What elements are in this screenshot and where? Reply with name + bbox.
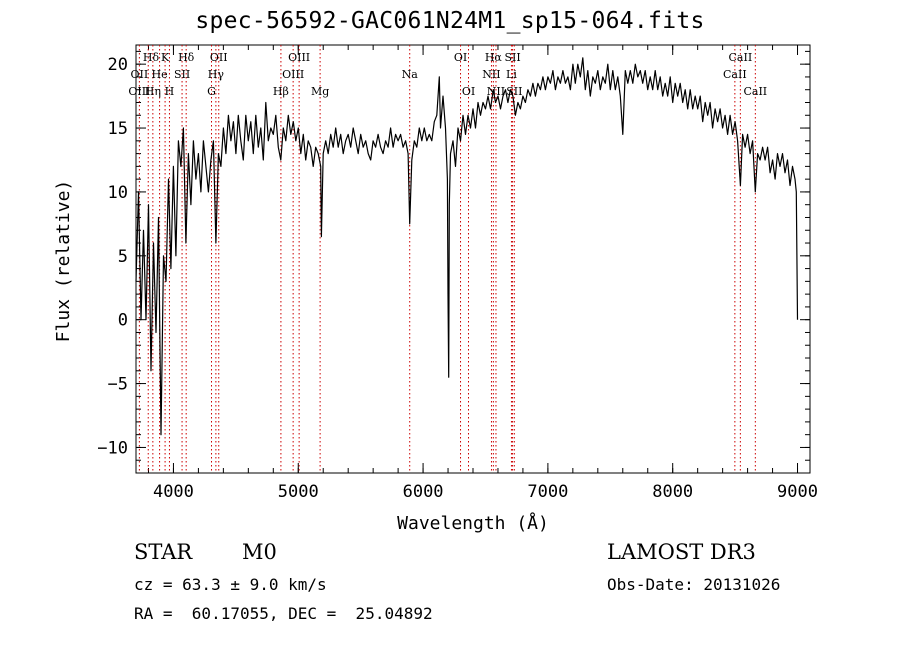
spectral-line-label: He [152, 68, 168, 81]
x-tick-label: 6000 [403, 482, 444, 502]
chart-title: spec-56592-GAC061N24M1_sp15-064.fits [195, 8, 705, 34]
spectral-line-label: G [207, 85, 216, 98]
spectrum-line [135, 57, 799, 436]
y-tick-label: 20 [108, 55, 128, 75]
x-tick-label: 4000 [153, 482, 194, 502]
spectral-line-label: NII [487, 85, 505, 98]
spectral-line-markers [138, 45, 756, 473]
y-tick-label: 5 [118, 247, 128, 267]
spectral-line-label: Na [402, 68, 419, 81]
spectral-line-label: Li [506, 68, 517, 81]
spectral-line-label: OIII [282, 68, 304, 81]
y-tick-label: −5 [108, 375, 128, 395]
spectral-line-label: CaII [743, 85, 767, 98]
observation-date: Obs-Date: 20131026 [607, 575, 781, 594]
spectral-line-label: OIII [128, 85, 150, 98]
y-tick-label: −10 [97, 438, 128, 458]
x-tick-label: 7000 [527, 482, 568, 502]
y-tick-label: 10 [108, 183, 128, 203]
y-axis-label: Flux (relative) [53, 180, 74, 343]
x-tick-label: 8000 [652, 482, 693, 502]
coordinates-readout: RA = 60.17055, DEC = 25.04892 [134, 604, 433, 623]
y-tick-label: 15 [108, 119, 128, 139]
major-ticks [136, 45, 810, 473]
spectral-line-label: CaII [723, 68, 747, 81]
spectral-line-label: OII [210, 51, 228, 64]
spectral-line-label: Mg [311, 85, 329, 98]
spectral-line-label: SII [174, 68, 190, 81]
survey-name: LAMOST DR3 [607, 540, 756, 564]
x-tick-label: 5000 [278, 482, 319, 502]
spectral-line-label: Hα [485, 51, 503, 64]
spectral-line-label: H [165, 85, 175, 98]
x-tick-label: 9000 [777, 482, 818, 502]
spectral-line-label: OI [454, 51, 467, 64]
object-subclass: M0 [242, 540, 277, 564]
tick-labels: 4000 5000 6000 7000 8000 9000 −10 −5 0 5 10 15 20 [97, 55, 818, 502]
spectral-line-label: SII [506, 85, 522, 98]
spectral-line-label: K [161, 51, 170, 64]
spectral-line-label: Hβ [273, 85, 289, 98]
spectral-line-label: Hδ [178, 51, 195, 64]
spectral-line-label: CaII [729, 51, 753, 64]
spectral-line-label: SII [504, 51, 520, 64]
spectral-line-label: NII [482, 68, 500, 81]
spectral-line-label: Hδ [143, 51, 160, 64]
spectral-line-label: OI [462, 85, 475, 98]
spectral-line-label: Hη [145, 85, 161, 98]
object-class: STAR [134, 540, 193, 564]
spectral-line-label: OII [131, 68, 149, 81]
x-axis-label: Wavelength (Å) [397, 512, 549, 534]
spectral-line-label: OIII [288, 51, 310, 64]
redshift-readout: cz = 63.3 ± 9.0 km/s [134, 575, 327, 594]
y-tick-label: 0 [118, 311, 128, 331]
spectral-line-label: Hγ [208, 68, 225, 81]
